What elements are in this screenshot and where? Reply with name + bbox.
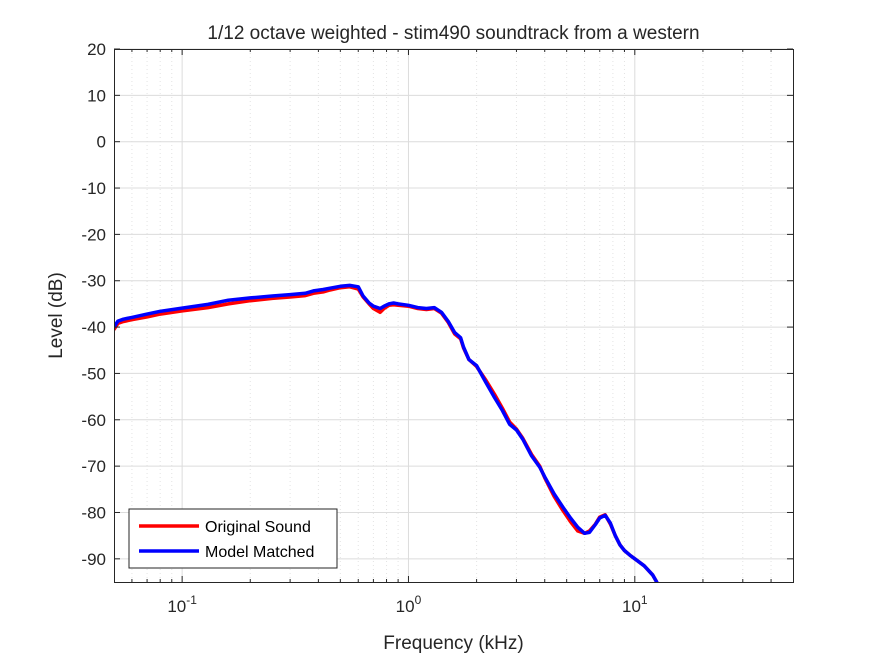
x-axis-label: Frequency (kHz) [383, 633, 523, 654]
x-tick-label: 101 [622, 593, 648, 616]
chart-title: 1/12 octave weighted - stim490 soundtrac… [207, 23, 699, 44]
y-tick-label: -80 [81, 503, 106, 522]
y-tick-label: 20 [87, 40, 106, 59]
grid-lines [114, 48, 793, 582]
x-tick-label: 10-1 [167, 593, 197, 616]
plot-frame [114, 49, 794, 583]
y-tick-label: -90 [81, 550, 106, 569]
y-tick-label: -60 [81, 411, 106, 430]
y-tick-label: -20 [81, 225, 106, 244]
x-tick-label: 100 [396, 593, 422, 616]
y-tick-label: 10 [87, 86, 106, 105]
y-tick-label: -10 [81, 179, 106, 198]
legend: Original Sound Model Matched [128, 508, 338, 569]
y-tick-label: 0 [97, 133, 106, 152]
legend-label: Original Sound [205, 519, 311, 536]
plot-area [114, 49, 793, 582]
legend-label: Model Matched [205, 544, 314, 561]
legend-box [128, 508, 338, 569]
y-axis-label: Level (dB) [46, 272, 67, 359]
y-tick-label: -40 [81, 318, 106, 337]
y-tick-label: -50 [81, 364, 106, 383]
y-tick-label: -70 [81, 457, 106, 476]
series-line-2 [114, 283, 659, 582]
series-lines [114, 283, 659, 582]
y-tick-label: -30 [81, 272, 106, 291]
